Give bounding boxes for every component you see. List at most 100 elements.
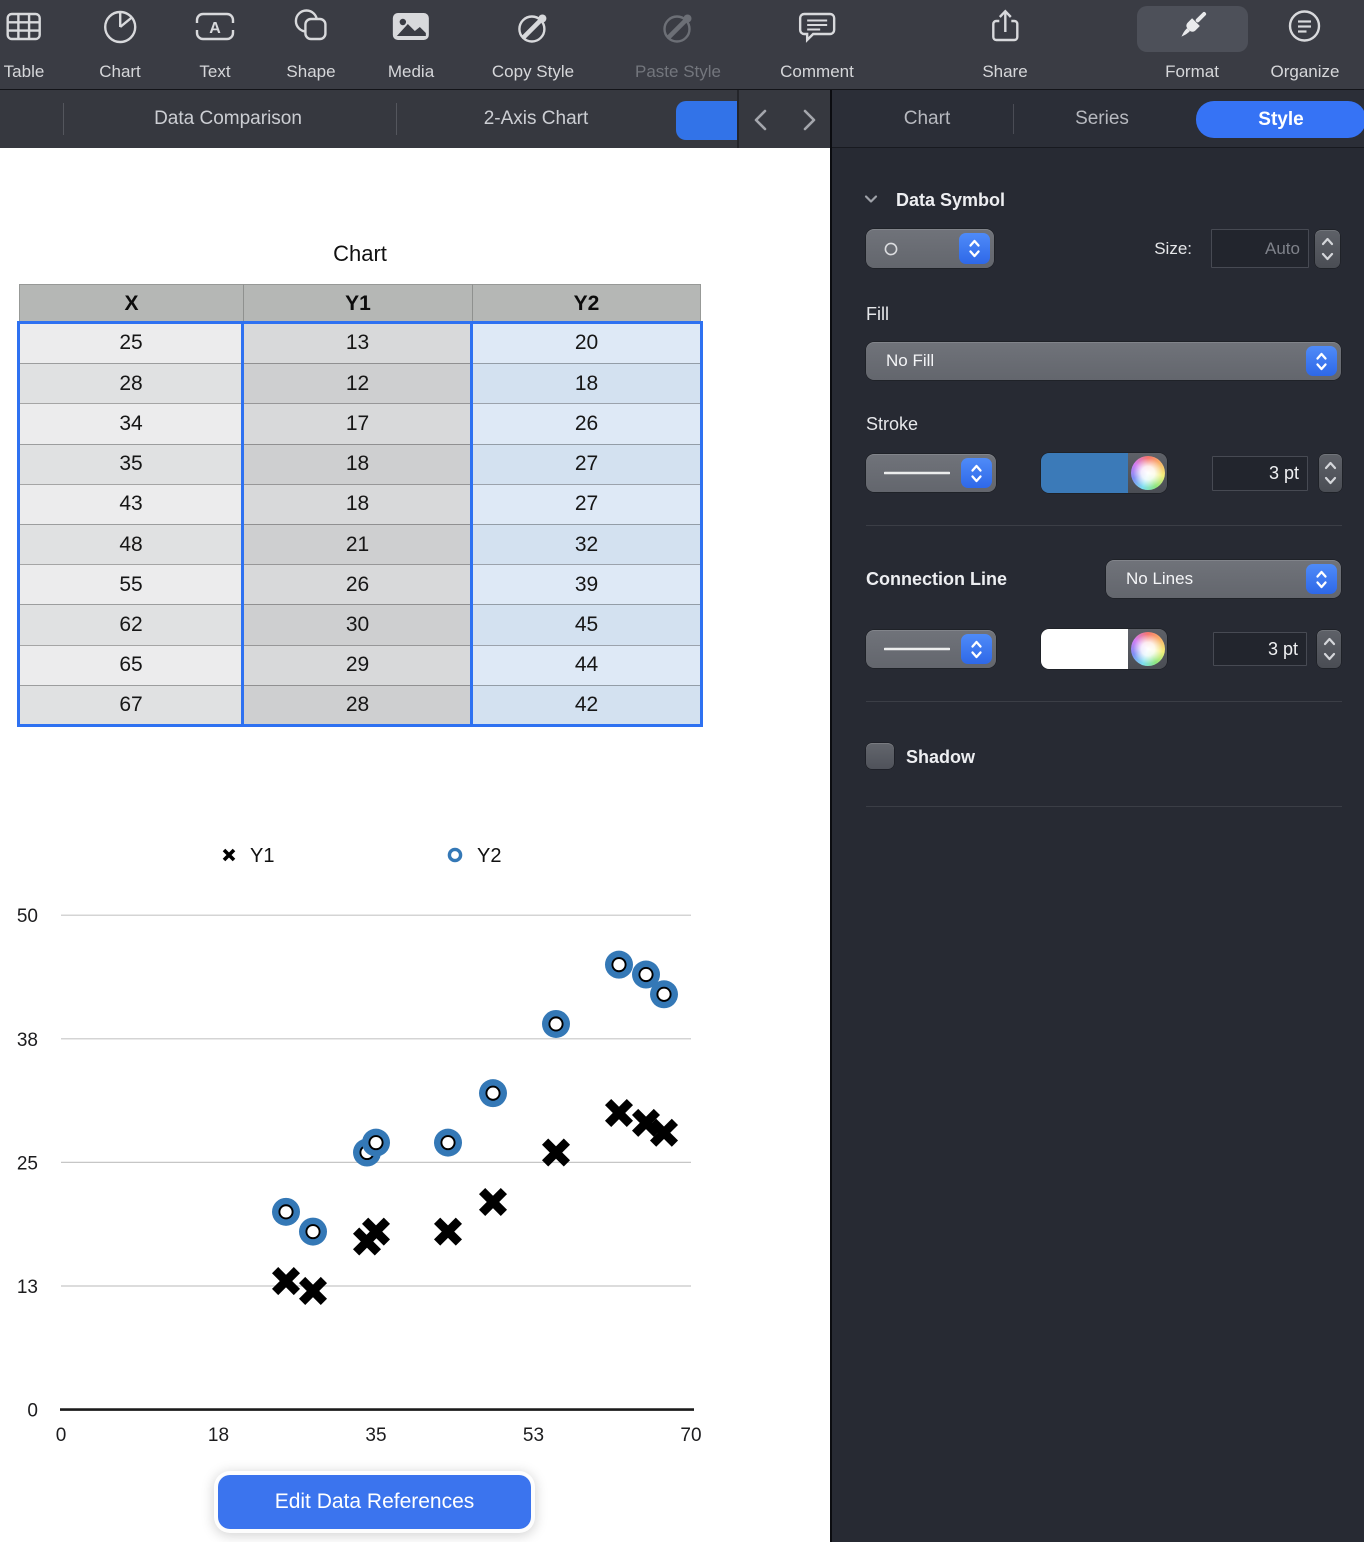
table-cell[interactable]: 62 bbox=[19, 604, 243, 645]
toolbar-item-label: Share bbox=[982, 62, 1028, 81]
table-cell[interactable]: 26 bbox=[472, 403, 701, 444]
y1-point bbox=[478, 1187, 508, 1216]
paste-style-icon bbox=[658, 0, 698, 52]
chevron-down-icon[interactable] bbox=[862, 190, 880, 208]
toolbar-item-label: Shape bbox=[286, 62, 336, 81]
tab-scroll-right-icon[interactable] bbox=[800, 109, 818, 131]
size-label: Size: bbox=[1154, 239, 1192, 258]
toolbar-item-label: Paste Style bbox=[635, 62, 721, 81]
shadow-checkbox[interactable] bbox=[866, 743, 894, 769]
table-cell[interactable]: 55 bbox=[19, 564, 243, 605]
format-panel-tabs: Chart Series Style bbox=[830, 90, 1364, 148]
stroke-width-stepper[interactable] bbox=[1319, 454, 1342, 492]
connection-color-swatch bbox=[1041, 629, 1128, 669]
connection-line-popup[interactable]: No Lines bbox=[1106, 560, 1341, 598]
table-cell[interactable]: 21 bbox=[243, 523, 472, 565]
table-cell[interactable]: 44 bbox=[472, 644, 701, 685]
symbol-size-field[interactable]: Auto bbox=[1211, 229, 1309, 268]
x-axis-tick-label: 35 bbox=[365, 1425, 386, 1446]
toolbar-item-paste-style: Paste Style bbox=[635, 0, 721, 90]
table-header-cell[interactable]: X bbox=[19, 284, 243, 323]
data-symbol-popup[interactable] bbox=[866, 229, 994, 268]
table-cell[interactable]: 30 bbox=[243, 604, 472, 645]
table-cell[interactable]: 45 bbox=[472, 604, 701, 645]
stroke-color-well[interactable] bbox=[1041, 453, 1167, 493]
table-cell[interactable]: 18 bbox=[243, 443, 472, 484]
table-cell[interactable]: 34 bbox=[19, 403, 243, 444]
y1-point bbox=[604, 1098, 634, 1127]
connection-line-style-popup[interactable] bbox=[866, 630, 996, 668]
stroke-line-style-popup[interactable] bbox=[866, 454, 996, 492]
y1-point bbox=[541, 1138, 571, 1167]
connection-color-well[interactable] bbox=[1041, 629, 1167, 669]
toolbar-item-copy-style[interactable]: Copy Style bbox=[492, 0, 574, 90]
sheet-tab-bar: Data Comparison 2-Axis Chart bbox=[0, 90, 830, 148]
panel-tab-style-active[interactable]: Style bbox=[1196, 101, 1364, 138]
panel-tab-series[interactable]: Series bbox=[1075, 108, 1129, 129]
toolbar-item-label: Copy Style bbox=[491, 62, 575, 81]
stroke-width-field[interactable]: 3 pt bbox=[1212, 456, 1308, 491]
table-header-cell[interactable]: Y1 bbox=[243, 284, 472, 323]
fill-value: No Fill bbox=[886, 351, 935, 370]
toolbar-item-label: Table bbox=[3, 62, 45, 81]
table-cell[interactable]: 12 bbox=[243, 363, 472, 404]
table-cell[interactable]: 43 bbox=[19, 483, 243, 524]
table-cell[interactable]: 27 bbox=[472, 483, 701, 524]
table-cell[interactable]: 48 bbox=[19, 523, 243, 565]
connection-width-stepper[interactable] bbox=[1317, 630, 1341, 668]
table-cell[interactable]: 13 bbox=[243, 323, 472, 364]
table-cell[interactable]: 65 bbox=[19, 644, 243, 685]
format-style-panel: Data Symbol Size: Auto Fill No Fill Stro… bbox=[830, 148, 1364, 1542]
toolbar-item-share[interactable]: Share bbox=[982, 0, 1028, 90]
toolbar-item-format[interactable]: Format bbox=[1165, 0, 1219, 90]
shadow-label: Shadow bbox=[906, 747, 976, 767]
format-brush-icon bbox=[1170, 0, 1214, 52]
popup-stepper-icon bbox=[1306, 346, 1337, 376]
legend-y2-label: Y2 bbox=[477, 845, 501, 867]
toolbar-item-table[interactable]: Table bbox=[3, 0, 45, 90]
table-cell[interactable]: 17 bbox=[243, 403, 472, 444]
table-cell[interactable]: 28 bbox=[19, 363, 243, 404]
table-cell[interactable]: 26 bbox=[243, 564, 472, 605]
table-cell[interactable]: 35 bbox=[19, 443, 243, 484]
table-header-cell[interactable]: Y2 bbox=[472, 284, 701, 323]
toolbar-item-label: Text bbox=[199, 62, 231, 81]
table-cell[interactable]: 42 bbox=[472, 684, 701, 725]
edit-data-references-button[interactable]: Edit Data References bbox=[218, 1475, 531, 1529]
table-cell[interactable]: 39 bbox=[472, 564, 701, 605]
sheet-tab-2-axis-chart[interactable]: 2-Axis Chart bbox=[483, 108, 589, 129]
connection-line-value: No Lines bbox=[1126, 569, 1194, 588]
toolbar-item-media[interactable]: Media bbox=[388, 0, 434, 90]
fill-popup[interactable]: No Fill bbox=[866, 342, 1341, 380]
tab-scroll-left-icon[interactable] bbox=[752, 109, 770, 131]
size-stepper[interactable] bbox=[1315, 230, 1340, 268]
table-cell[interactable]: 28 bbox=[243, 684, 472, 725]
table-cell[interactable]: 32 bbox=[472, 523, 701, 565]
y1-point bbox=[271, 1267, 301, 1296]
text-icon: A bbox=[193, 0, 237, 52]
panel-tab-chart[interactable]: Chart bbox=[903, 108, 951, 129]
table-cell[interactable]: 18 bbox=[243, 483, 472, 524]
table-cell[interactable]: 25 bbox=[19, 323, 243, 364]
toolbar-item-chart[interactable]: Chart bbox=[99, 0, 141, 90]
toolbar-item-comment[interactable]: Comment bbox=[780, 0, 854, 90]
table-cell[interactable]: 18 bbox=[472, 363, 701, 404]
chart-title: Chart bbox=[333, 241, 387, 266]
panel-divider bbox=[866, 806, 1342, 807]
chart-icon bbox=[100, 0, 140, 52]
table-cell[interactable]: 27 bbox=[472, 443, 701, 484]
toolbar-item-organize[interactable]: Organize bbox=[1271, 0, 1339, 90]
toolbar-bottom-separator bbox=[0, 89, 1364, 90]
partial-sheet-tab[interactable] bbox=[676, 101, 737, 140]
table-cell[interactable]: 29 bbox=[243, 644, 472, 685]
table-cell[interactable]: 67 bbox=[19, 684, 243, 725]
table-cell[interactable]: 20 bbox=[472, 323, 701, 364]
connection-width-field[interactable]: 3 pt bbox=[1213, 632, 1307, 666]
toolbar-item-text[interactable]: A Text bbox=[193, 0, 237, 90]
toolbar-item-shape[interactable]: Shape bbox=[286, 0, 336, 90]
sheet-tab-data-comparison[interactable]: Data Comparison bbox=[154, 108, 302, 129]
popup-stepper-icon bbox=[1306, 564, 1337, 594]
panel-strip-separator bbox=[832, 147, 1364, 148]
shape-icon bbox=[290, 0, 332, 52]
panel-divider bbox=[866, 525, 1342, 526]
